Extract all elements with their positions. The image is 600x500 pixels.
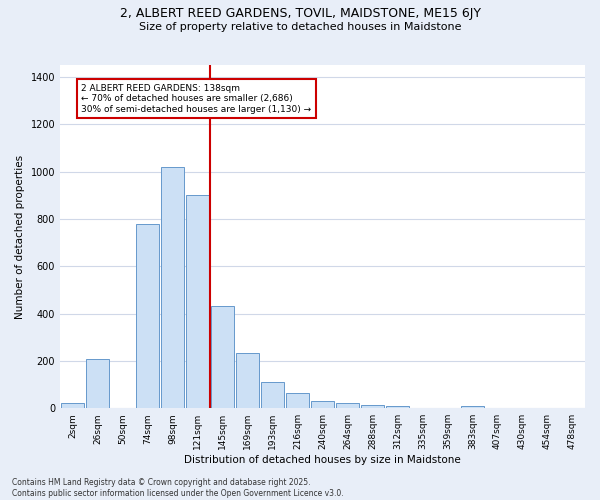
Bar xyxy=(136,224,159,408)
Bar xyxy=(211,306,234,408)
Y-axis label: Number of detached properties: Number of detached properties xyxy=(15,154,25,318)
Text: 2 ALBERT REED GARDENS: 138sqm
← 70% of detached houses are smaller (2,686)
30% o: 2 ALBERT REED GARDENS: 138sqm ← 70% of d… xyxy=(81,84,311,114)
Bar xyxy=(361,404,384,408)
Bar xyxy=(236,352,259,408)
Text: 2, ALBERT REED GARDENS, TOVIL, MAIDSTONE, ME15 6JY: 2, ALBERT REED GARDENS, TOVIL, MAIDSTONE… xyxy=(119,8,481,20)
Bar xyxy=(286,393,309,408)
Text: Size of property relative to detached houses in Maidstone: Size of property relative to detached ho… xyxy=(139,22,461,32)
Bar xyxy=(336,404,359,408)
Bar xyxy=(386,406,409,408)
Text: Contains HM Land Registry data © Crown copyright and database right 2025.
Contai: Contains HM Land Registry data © Crown c… xyxy=(12,478,344,498)
X-axis label: Distribution of detached houses by size in Maidstone: Distribution of detached houses by size … xyxy=(184,455,461,465)
Bar xyxy=(61,404,84,408)
Bar xyxy=(161,167,184,408)
Bar xyxy=(186,195,209,408)
Bar xyxy=(311,401,334,408)
Bar xyxy=(261,382,284,408)
Bar xyxy=(86,358,109,408)
Bar xyxy=(461,406,484,408)
